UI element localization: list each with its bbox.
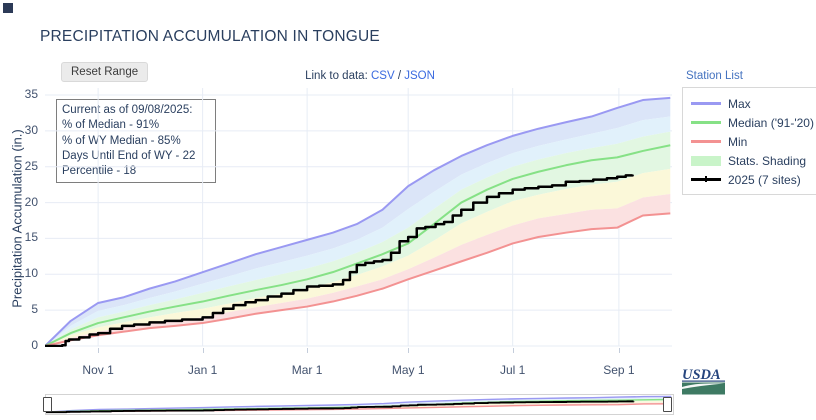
x-tick-label: Mar 1 bbox=[291, 363, 323, 377]
y-tick-label: 5 bbox=[31, 302, 38, 317]
legend-label: Min bbox=[728, 134, 748, 149]
legend-item-median[interactable]: Median ('91-'20) bbox=[691, 113, 816, 132]
x-tick-mark bbox=[202, 348, 204, 353]
page-title: PRECIPITATION ACCUMULATION IN TONGUE bbox=[40, 28, 380, 45]
legend: Max Median ('91-'20) Min Stats. Shading … bbox=[682, 87, 816, 195]
x-tick-label: Nov 1 bbox=[82, 363, 114, 377]
x-tick-label: May 1 bbox=[391, 363, 425, 377]
annotation-line-pct-wy-median: % of WY Median - 85% bbox=[62, 134, 181, 147]
y-tick-label: 10 bbox=[24, 266, 38, 281]
json-link[interactable]: JSON bbox=[404, 70, 435, 82]
rangeslider-left-handle[interactable] bbox=[43, 397, 52, 412]
annotation-line-date: Current as of 09/08/2025: bbox=[62, 104, 193, 116]
x-tick-mark bbox=[408, 348, 410, 353]
current-status-annotation: Current as of 09/08/2025: % of Median - … bbox=[56, 99, 216, 184]
usda-logo: USDA bbox=[682, 367, 725, 395]
x-tick-mark bbox=[98, 348, 100, 353]
shading-patch-swatch bbox=[691, 155, 721, 166]
rangeslider-right-handle[interactable] bbox=[663, 397, 672, 412]
rangeslider[interactable] bbox=[45, 394, 674, 415]
x-tick-label: Sep 1 bbox=[603, 363, 635, 377]
legend-item-stats-shading[interactable]: Stats. Shading bbox=[691, 151, 816, 170]
legend-label: Stats. Shading bbox=[728, 153, 807, 168]
current-year-line-swatch bbox=[691, 176, 721, 183]
x-tick-label: Jan 1 bbox=[187, 363, 218, 377]
y-tick-label: 25 bbox=[24, 158, 38, 173]
station-list-link[interactable]: Station List bbox=[686, 70, 743, 82]
y-tick-label: 15 bbox=[24, 230, 38, 245]
legend-label: 2025 (7 sites) bbox=[728, 172, 801, 187]
link-to-data-label: Link to data: bbox=[305, 70, 371, 82]
data-links: Link to data: CSV / JSON bbox=[240, 70, 500, 82]
max-line-swatch bbox=[691, 102, 721, 105]
min-line-swatch bbox=[691, 140, 721, 143]
csv-link[interactable]: CSV bbox=[370, 70, 395, 82]
legend-item-min[interactable]: Min bbox=[691, 132, 816, 151]
legend-item-max[interactable]: Max bbox=[691, 94, 816, 113]
plot-area[interactable] bbox=[45, 88, 672, 347]
x-tick-mark bbox=[618, 348, 620, 353]
corner-marker bbox=[3, 3, 13, 13]
swatch-center-tick bbox=[705, 176, 707, 183]
legend-label: Max bbox=[728, 96, 751, 111]
y-tick-label: 0 bbox=[31, 338, 38, 352]
x-tick-mark bbox=[512, 348, 514, 353]
annotation-line-days-left: Days Until End of WY - 22 bbox=[62, 149, 196, 162]
median-line-swatch bbox=[691, 121, 721, 124]
x-tick-mark bbox=[307, 348, 309, 353]
annotation-line-pct-median: % of Median - 91% bbox=[62, 119, 160, 132]
annotation-line-percentile: Percentile - 18 bbox=[62, 165, 137, 178]
legend-label: Median ('91-'20) bbox=[728, 115, 814, 130]
link-separator: / bbox=[394, 70, 405, 82]
usda-logo-text: USDA bbox=[682, 367, 721, 383]
legend-item-2025[interactable]: 2025 (7 sites) bbox=[691, 170, 816, 189]
y-axis-title: Precipitation Accumulation (in.) bbox=[9, 129, 25, 308]
x-tick-label: Jul 1 bbox=[499, 363, 526, 377]
y-tick-label: 35 bbox=[24, 87, 38, 101]
reset-range-button[interactable]: Reset Range bbox=[61, 62, 149, 82]
y-tick-label: 30 bbox=[24, 122, 38, 137]
y-tick-label: 20 bbox=[24, 194, 38, 209]
